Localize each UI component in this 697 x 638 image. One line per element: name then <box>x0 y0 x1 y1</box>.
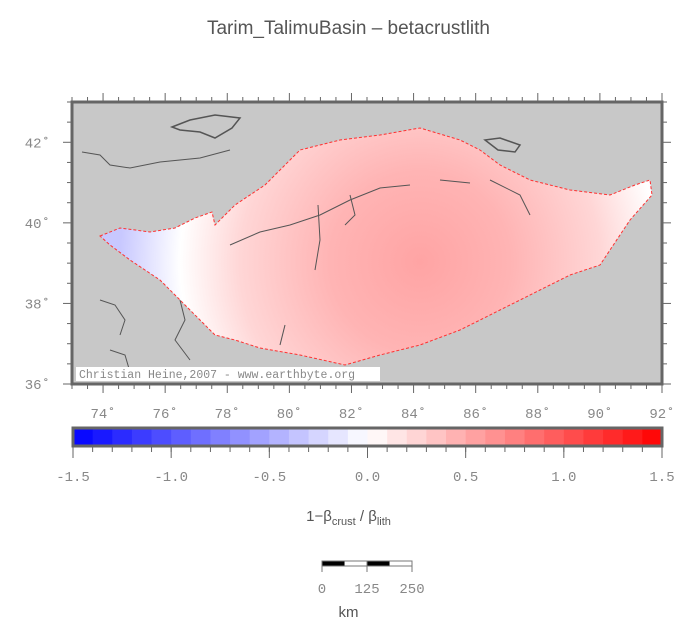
lat-tick-label: 40˚ <box>25 217 50 233</box>
colorbar-swatch <box>249 428 270 446</box>
scalebar-label: 0 <box>318 582 326 598</box>
lon-tick-label: 92˚ <box>649 407 674 423</box>
colorbar-swatch <box>131 428 153 446</box>
lon-tick-label: 84˚ <box>401 407 426 423</box>
scalebar-segment <box>344 560 368 567</box>
colorbar-swatch <box>603 428 624 446</box>
lon-tick-label: 90˚ <box>587 407 612 423</box>
colorbar-swatch <box>151 428 172 446</box>
colorbar-swatch <box>328 428 349 446</box>
colorbar-swatch <box>524 428 545 446</box>
colorbar-swatch <box>544 428 565 446</box>
label-sub-crust: crust <box>331 516 356 528</box>
colorbar-swatch <box>269 428 290 446</box>
lon-tick-label: 88˚ <box>525 407 550 423</box>
colorbar-swatch <box>210 428 231 446</box>
colorbar-swatch <box>504 428 526 446</box>
colorbar-swatch <box>112 428 133 446</box>
colorbar-tick-label: 1.5 <box>649 470 674 486</box>
lon-tick-label: 82˚ <box>339 407 364 423</box>
colorbar-swatch <box>426 428 447 446</box>
lon-tick-label: 76˚ <box>153 407 178 423</box>
colorbar-swatch <box>406 428 427 446</box>
lon-tick-label: 74˚ <box>90 407 115 423</box>
colorbar-swatch <box>92 428 113 446</box>
lon-tick-label: 80˚ <box>277 407 302 423</box>
lon-tick-label: 86˚ <box>463 407 488 423</box>
scalebar-segment <box>389 560 413 567</box>
lat-tick-label: 36˚ <box>25 378 50 394</box>
scalebar-label: 125 <box>354 582 379 598</box>
colorbar-swatch <box>485 428 506 446</box>
lat-tick-label: 38˚ <box>25 297 50 313</box>
scalebar-segment <box>366 560 390 567</box>
colorbar-swatch <box>171 428 192 446</box>
coastlines-rivers <box>81 114 531 373</box>
credit-box <box>76 367 380 381</box>
colorbar-swatch <box>583 428 604 446</box>
figure-title: Tarim_TalimuBasin – betacrustlith <box>206 18 490 39</box>
colorbar-tick-label: 0.0 <box>355 470 380 486</box>
colorbar-swatch <box>73 428 94 446</box>
lon-tick-label: 78˚ <box>215 407 240 423</box>
colorbar-tick-label: 1.0 <box>551 470 576 486</box>
colorbar-swatch <box>230 428 251 446</box>
colorbar-tick-label: 0.5 <box>453 470 478 486</box>
colorbar-swatch <box>387 428 408 446</box>
basin-grid-region <box>99 127 653 366</box>
colorbar-swatch <box>308 428 329 446</box>
colorbar-swatch <box>190 428 211 446</box>
colorbar-swatch <box>622 428 643 446</box>
colorbar-label: 1−βcrust / βlith <box>0 508 697 528</box>
scalebar-segment <box>321 560 345 567</box>
label-main: 1−β <box>306 508 332 525</box>
colorbar-tick-label: -1.0 <box>154 470 188 486</box>
scalebar-unit: km <box>338 604 359 621</box>
map-frame <box>70 100 664 386</box>
colorbar-swatch <box>465 428 486 446</box>
colorbar-tick-label: -1.5 <box>56 470 90 486</box>
credit-text: Christian Heine,2007 - www.earthbyte.org <box>79 369 355 382</box>
colorbar-swatch <box>563 428 584 446</box>
lat-tick-label: 42˚ <box>25 136 50 152</box>
label-sub-lith: lith <box>376 516 391 528</box>
colorbar-swatch <box>288 428 310 446</box>
colorbar-swatch <box>642 428 663 446</box>
colorbar-swatch <box>347 428 368 446</box>
colorbar-swatch <box>367 428 388 446</box>
colorbar-tick-label: -0.5 <box>253 470 287 486</box>
colorbar-frame <box>71 426 664 448</box>
scalebar-label: 250 <box>399 582 424 598</box>
colorbar-swatch <box>446 428 467 446</box>
label-mid: / β <box>355 508 377 525</box>
